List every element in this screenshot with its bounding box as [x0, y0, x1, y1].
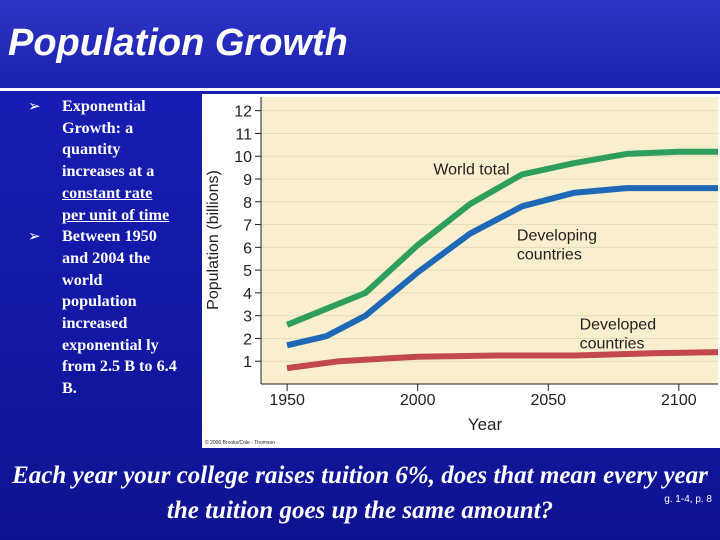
annotation-line: Developed: [580, 316, 657, 333]
arrow-bullet-icon: ➢: [28, 227, 41, 246]
series-lines: [285, 148, 719, 372]
arrow-bullet-icon: ➢: [28, 97, 41, 115]
annotation-line: World total: [433, 161, 509, 178]
y-tick-label: 12: [234, 104, 252, 121]
y-tick-label: 11: [235, 126, 252, 143]
series-annotations: World total Developing countries Developed c…: [433, 161, 656, 352]
population-chart-figure: 1 2 3 4 5 6 7 8 9 10 11 12 1950 2000 2050 2100 World t…: [202, 94, 720, 448]
bullet-text: Between 1950 and 2004 the world populati…: [62, 227, 177, 398]
copyright-note: © 2006 Brooks/Cole - Thomson: [205, 439, 275, 446]
bullet-exponential-growth: ➢ Exponential Growth: a quantity increas…: [28, 96, 178, 226]
bullet-text: Exponential Growth: a quantity increases…: [62, 97, 155, 181]
y-tick-label: 9: [243, 172, 252, 189]
y-tick-label: 1: [243, 354, 252, 371]
series-line-developed-countries: [286, 349, 719, 372]
y-tick-label: 8: [243, 195, 252, 212]
x-tick-label: 2000: [400, 392, 436, 409]
figure-reference: g. 1-4, p. 8: [664, 494, 712, 505]
annotation-line: countries: [580, 335, 645, 352]
x-tick-label: 2100: [661, 392, 697, 409]
bullet-world-population: ➢ Between 1950 and 2004 the world popula…: [28, 226, 178, 400]
annotation-line: Developing: [517, 228, 597, 245]
slide-title: Population Growth: [8, 22, 348, 64]
annotation-world-total: World total: [433, 161, 509, 178]
y-tick-label: 6: [243, 240, 252, 257]
y-tick-label: 2: [243, 331, 252, 348]
series-line-world-total: [285, 148, 718, 328]
bullet-list: ➢ Exponential Growth: a quantity increas…: [28, 96, 178, 400]
x-tick-label: 1950: [269, 392, 305, 409]
y-tick-label: 7: [243, 218, 252, 235]
y-axis-label: Population (billions): [205, 170, 222, 310]
annotation-line: countries: [517, 247, 582, 264]
tuition-question: Each year your college raises tuition 6%…: [12, 462, 708, 524]
x-axis-label: Year: [468, 415, 503, 434]
title-divider: [0, 88, 720, 91]
y-tick-label: 10: [234, 149, 252, 166]
bullet-underlined-text: constant rate per unit of time: [62, 183, 170, 224]
series-line-developing-countries: [286, 185, 718, 349]
x-tick-label: 2050: [530, 392, 566, 409]
y-tick-label: 4: [243, 286, 252, 303]
title-bar: [0, 0, 720, 90]
x-tick-labels: 1950 2000 2050 2100: [269, 384, 697, 409]
annotation-developed-countries: Developed countries: [580, 316, 657, 352]
y-tick-label: 5: [243, 263, 252, 280]
annotation-developing-countries: Developing countries: [517, 228, 597, 264]
y-tick-label: 3: [243, 309, 252, 326]
plot-background: [261, 97, 718, 384]
